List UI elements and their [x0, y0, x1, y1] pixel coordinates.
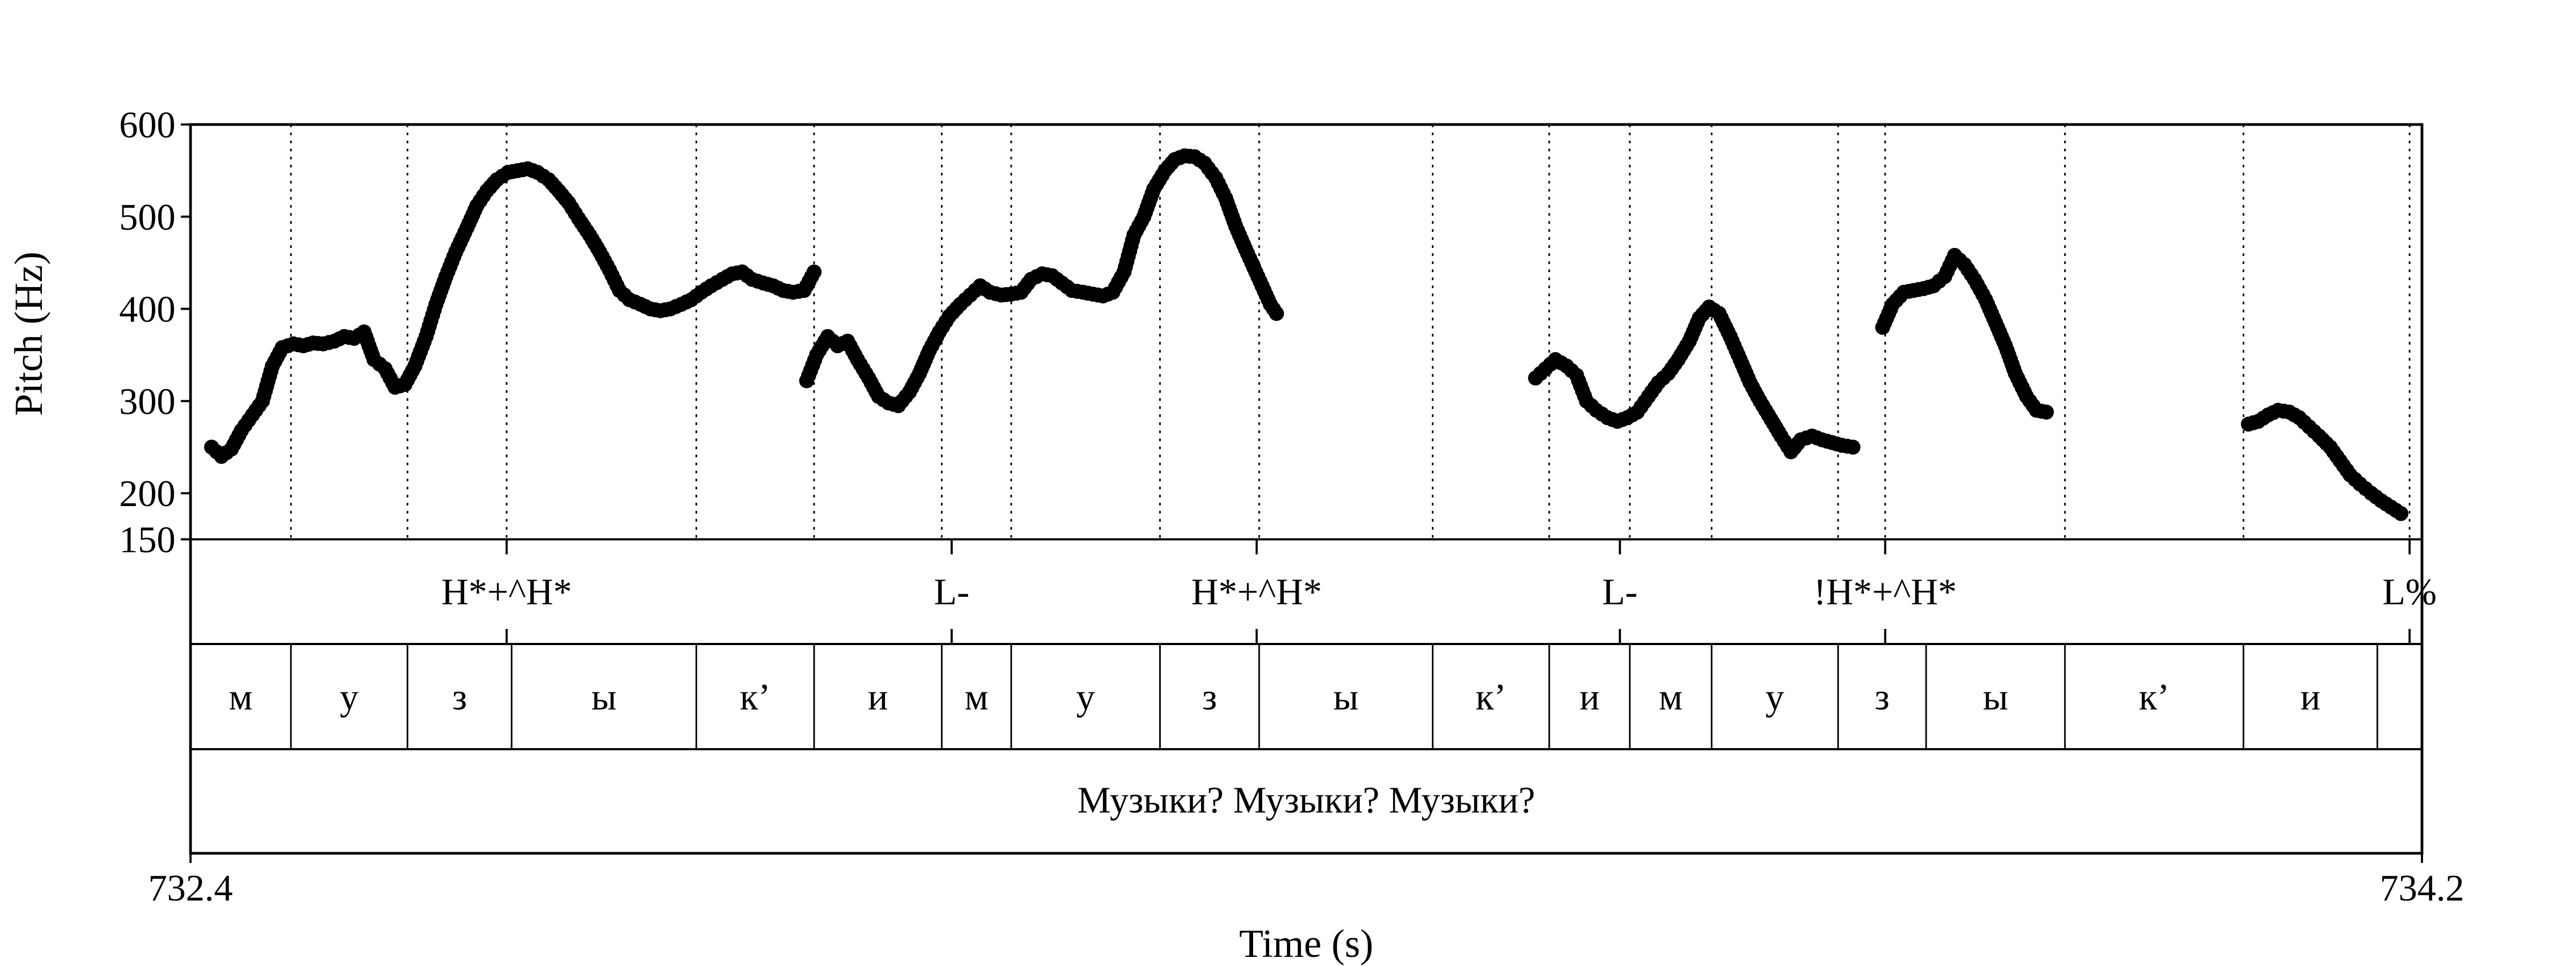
- segment-label: и: [1579, 677, 1599, 718]
- pitch-point: [806, 264, 822, 280]
- segment-label: м: [1659, 677, 1682, 718]
- segment-label: з: [1875, 677, 1890, 718]
- tone-label: !H*+^H*: [1813, 572, 1957, 613]
- tone-label: H*+^H*: [441, 572, 572, 613]
- segment-label: у: [1076, 677, 1095, 718]
- pitch-point: [1845, 440, 1861, 455]
- tone-label: L%: [2382, 572, 2436, 613]
- segment-label: ы: [1983, 677, 2008, 718]
- y-tick-label: 400: [119, 289, 175, 331]
- segment-dotted-lines: [290, 125, 2411, 539]
- tier-labels: H*+^H* L- H*+^H* L- !H*+^H* L% м у з ы к’ и м у з ы к’ и м…: [229, 572, 2436, 821]
- pitch-points: [204, 148, 2409, 521]
- x-tick-label-start: 732.4: [148, 868, 233, 909]
- segment-label: м: [229, 677, 252, 718]
- y-axis-label: Pitch (Hz): [7, 252, 51, 416]
- pitch-point: [2039, 404, 2054, 420]
- segment-label: ы: [1333, 677, 1358, 718]
- segment-label: и: [2300, 677, 2320, 718]
- x-tick-label-end: 734.2: [2380, 868, 2464, 909]
- y-tick-label: 600: [119, 105, 175, 146]
- y-tick-label: 150: [119, 519, 175, 561]
- plot-frame: [189, 123, 2424, 863]
- pitch-point: [2393, 506, 2409, 521]
- y-tick-label: 300: [119, 381, 175, 422]
- segment-label: и: [868, 677, 888, 718]
- segment-label: ы: [591, 677, 617, 718]
- tone-label: H*+^H*: [1191, 572, 1322, 613]
- tone-label: L-: [1602, 572, 1637, 613]
- tone-label: L-: [934, 572, 969, 613]
- segment-label: к’: [1476, 677, 1506, 718]
- segment-label: к’: [740, 677, 771, 718]
- word-label: Музыки? Музыки? Музыки?: [1077, 780, 1535, 821]
- y-tick-label: 500: [119, 197, 175, 238]
- tier-boundaries: [290, 539, 2411, 749]
- segment-label: з: [1202, 677, 1217, 718]
- segment-label: з: [452, 677, 467, 718]
- segment-label: у: [1766, 677, 1784, 718]
- y-tick-label: 200: [119, 473, 175, 515]
- pitch-point: [1269, 306, 1284, 321]
- segment-label: м: [964, 677, 988, 718]
- segment-label: у: [340, 677, 358, 718]
- x-axis-label: Time (s): [1239, 922, 1373, 966]
- segment-label: к’: [2139, 677, 2169, 718]
- plot-border: [189, 123, 2424, 855]
